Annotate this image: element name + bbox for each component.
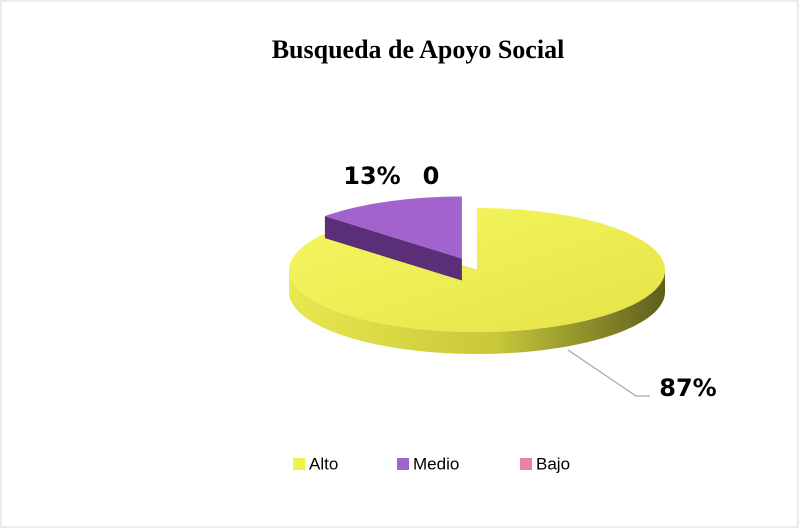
pie [289,196,665,354]
slice-cut-face [324,216,462,281]
chart-title: Busqueda de Apoyo Social [272,35,565,64]
slice [324,196,462,281]
legend-label: Medio [413,454,459,473]
data-label: 87% [659,374,716,402]
legend: Alto Medio Bajo [293,454,570,473]
slice-top [289,208,665,332]
legend-swatch [397,458,409,470]
leader-line [567,349,650,397]
legend-swatch [520,458,532,470]
legend-swatch [293,458,305,470]
labels: 87% 13% 0 [343,162,716,402]
slice-side [289,270,665,354]
data-label: 0 [423,162,440,190]
legend-label: Alto [309,454,338,473]
data-label: 13% [343,162,400,190]
slice-top [324,196,462,259]
legend-label: Bajo [536,454,570,473]
